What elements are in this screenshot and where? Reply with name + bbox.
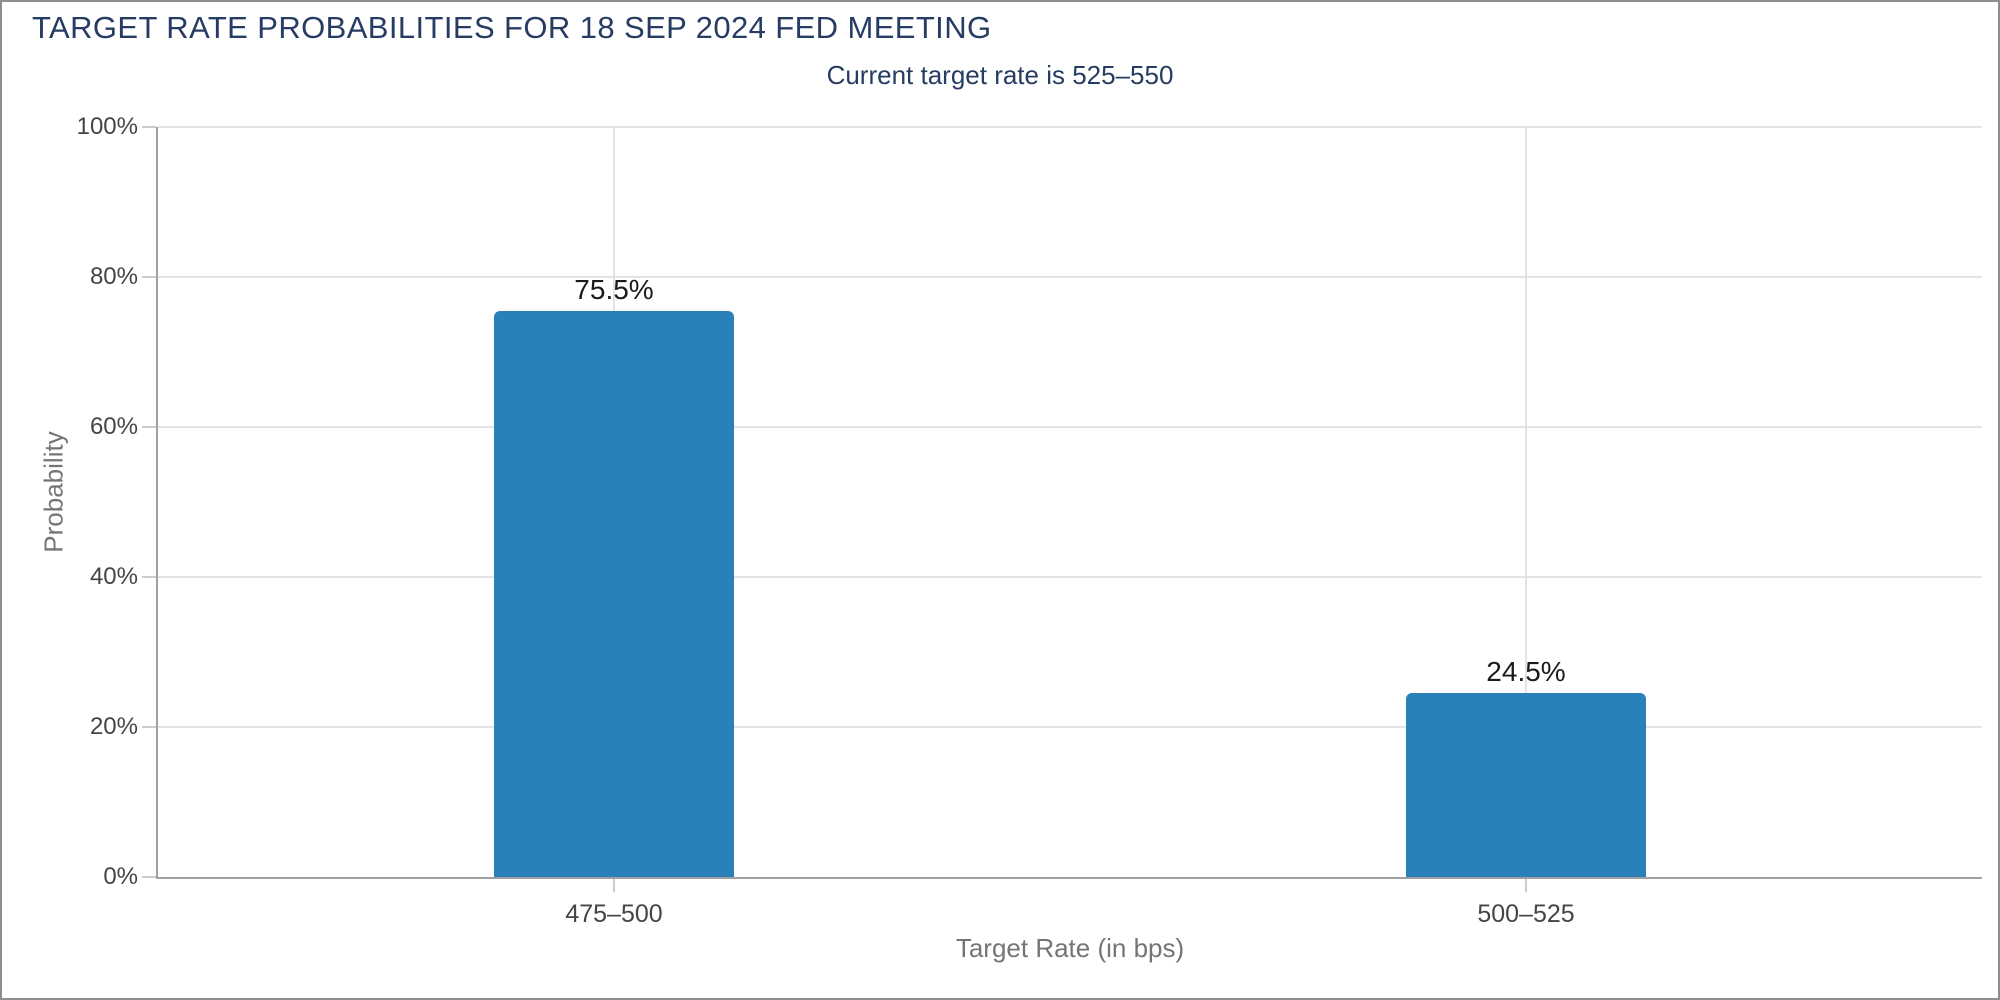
y-tick-label-60: 60% [89, 413, 138, 440]
y-gridline-40 [158, 576, 1982, 578]
x-tick-label-500-525: 500–525 [1477, 900, 1575, 928]
y-gridline-80 [158, 276, 1982, 278]
y-tick-40 [142, 576, 156, 578]
y-tick-label-0: 0% [103, 863, 138, 890]
y-tick-0 [142, 876, 156, 878]
y-axis-title: Probability [38, 431, 69, 553]
chart-subtitle: Current target rate is 525–550 [826, 60, 1174, 90]
y-tick-80 [142, 276, 156, 278]
chart-title: TARGET RATE PROBABILITIES FOR 18 SEP 202… [32, 10, 992, 45]
x-axis-line [156, 877, 1982, 879]
x-gridline-500-525 [1525, 127, 1527, 877]
x-tick-500-525 [1525, 879, 1527, 892]
bar-475-500[interactable] [494, 310, 734, 877]
y-gridline-60 [158, 426, 1982, 428]
plot-area: 0% 20% 40% 60% 80% 100% 75.5% 475–500 24.5% 500–5… [77, 113, 1982, 928]
bar-value-label-475-500: 75.5% [574, 273, 654, 305]
x-axis-title: Target Rate (in bps) [955, 933, 1185, 963]
x-tick-label-475-500: 475–500 [565, 900, 663, 928]
bar-value-label-500-525: 24.5% [1486, 656, 1566, 688]
y-axis-line [156, 127, 158, 879]
bar-500-525[interactable] [1406, 693, 1646, 877]
y-tick-100 [142, 126, 156, 128]
y-tick-60 [142, 426, 156, 428]
y-gridline-20 [158, 726, 1982, 728]
y-tick-label-20: 20% [89, 713, 138, 740]
y-tick-20 [142, 726, 156, 728]
x-tick-475-500 [613, 879, 615, 892]
y-gridline-100 [158, 126, 1982, 128]
y-tick-label-100: 100% [76, 113, 138, 140]
y-tick-label-40: 40% [89, 563, 138, 590]
y-tick-label-80: 80% [89, 263, 138, 290]
